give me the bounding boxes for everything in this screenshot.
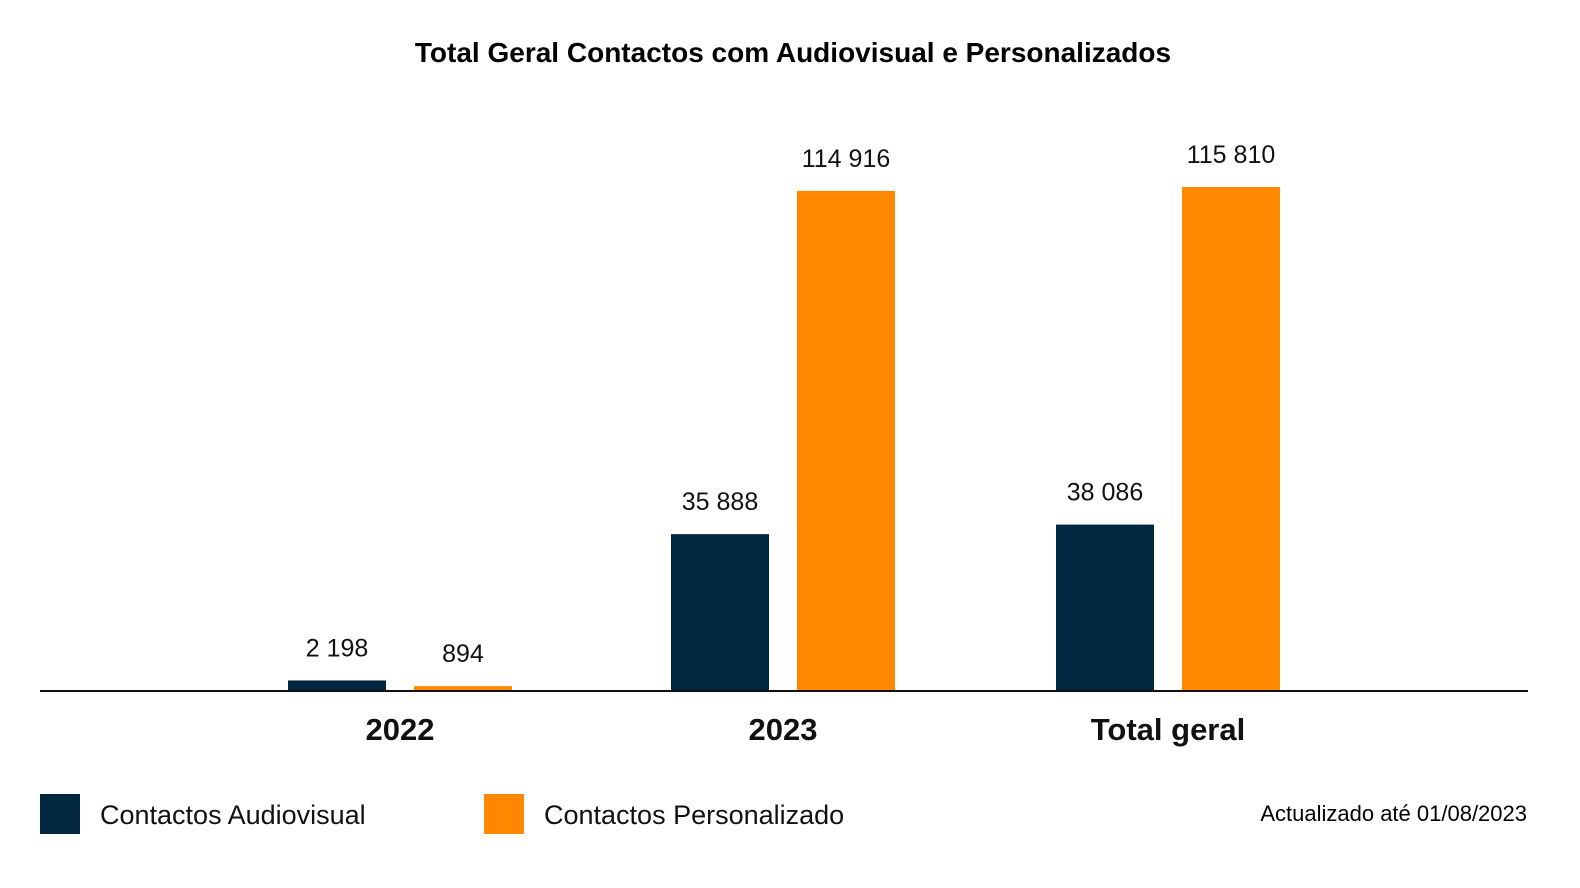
data-label-1-0: 35 888: [682, 488, 758, 516]
update-note: Actualizado até 01/08/2023: [1260, 801, 1527, 826]
bar-1-1: [797, 190, 895, 690]
bar-0-1: [414, 686, 512, 690]
data-label-0-1: 894: [442, 640, 484, 668]
data-label-2-0: 38 086: [1067, 479, 1143, 507]
data-label-2-1: 115 810: [1187, 141, 1276, 169]
legend-label-0: Contactos Audiovisual: [100, 800, 366, 830]
legend-swatch-1: [484, 794, 524, 834]
bars-group: 2 198 894 35 888 114 916 38 086 115 810: [288, 141, 1280, 690]
bar-0-0: [288, 680, 386, 690]
data-label-0-0: 2 198: [306, 634, 369, 662]
legend: Contactos Audiovisual Contactos Personali…: [40, 794, 844, 834]
bar-2-0: [1056, 524, 1154, 690]
bar-2-1: [1182, 187, 1280, 690]
category-label-1: 2023: [749, 712, 818, 747]
bar-1-0: [671, 534, 769, 690]
category-labels: 2022 2023 Total geral: [366, 712, 1246, 747]
data-label-1-1: 114 916: [802, 145, 891, 173]
legend-label-1: Contactos Personalizado: [544, 800, 844, 830]
chart-title: Total Geral Contactos com Audiovisual e …: [415, 37, 1171, 68]
category-label-2: Total geral: [1091, 712, 1245, 747]
legend-swatch-0: [40, 794, 80, 834]
category-label-0: 2022: [366, 712, 435, 747]
